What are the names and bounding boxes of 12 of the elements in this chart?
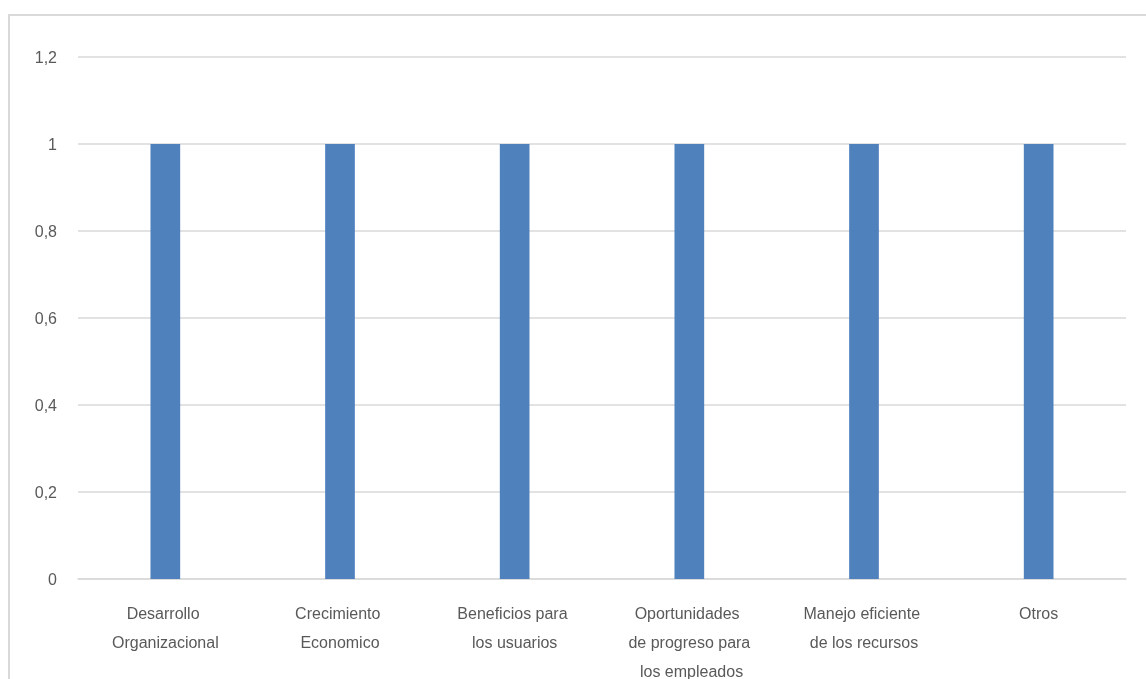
y-tick-label: 1,2 xyxy=(34,48,58,66)
x-tick-label: Manejo eficiente de los recursos xyxy=(803,605,925,651)
x-tick-label: Beneficios para los usuarios xyxy=(457,605,573,651)
y-tick-label: 0,4 xyxy=(34,396,58,414)
x-tick-label: Desarrollo Organizacional xyxy=(111,605,219,651)
x-tick-label: Otros xyxy=(1019,605,1059,622)
y-tick-label: 0 xyxy=(48,570,58,588)
y-tick-label: 0,8 xyxy=(34,222,58,240)
y-tick-label: 0,6 xyxy=(34,309,58,327)
y-tick-label: 0,2 xyxy=(34,483,58,501)
x-tick-label: Crecimiento Economico xyxy=(295,605,385,651)
y-tick-label: 1 xyxy=(48,135,58,153)
